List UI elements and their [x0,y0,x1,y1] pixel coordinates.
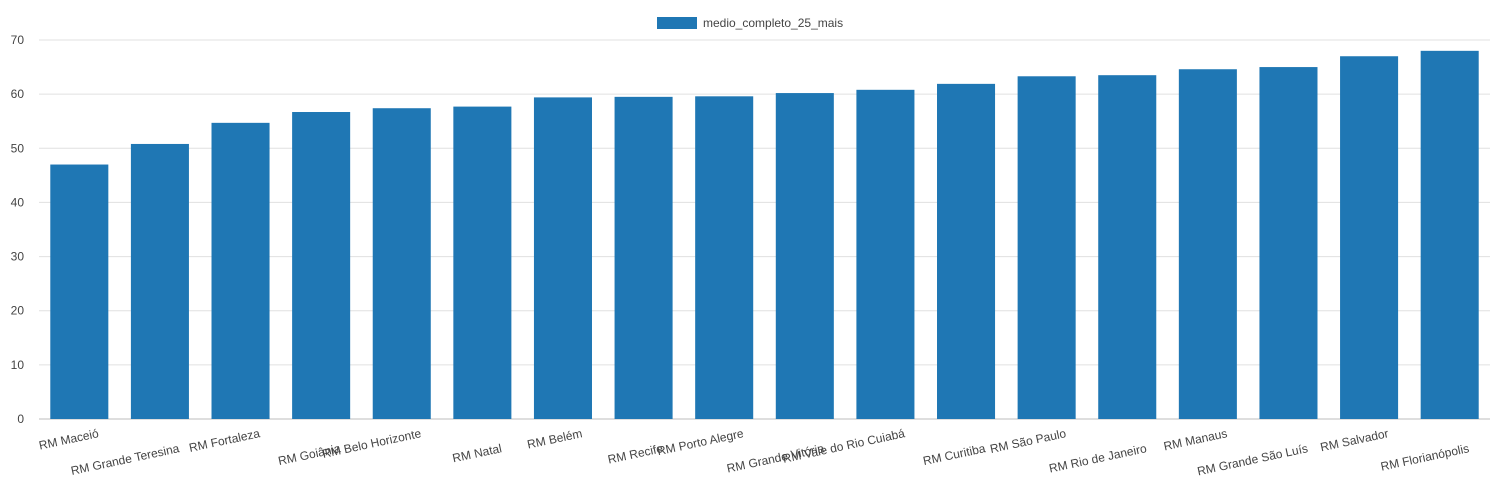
bar[interactable] [695,96,754,419]
bar[interactable] [614,96,673,419]
x-tick-label: RM Porto Alegre [656,426,745,458]
bar[interactable] [1178,69,1237,420]
x-tick-label: RM Belém [526,426,584,451]
bar[interactable] [130,143,189,419]
y-tick-label: 20 [11,304,25,318]
y-axis: 0 10 20 30 40 50 60 70 [11,33,25,426]
x-tick-label: RM Salvador [1319,426,1390,454]
bar[interactable] [1017,76,1076,419]
gridlines [39,39,1490,420]
x-tick-label: RM Grande São Luís [1196,441,1309,478]
x-tick-label: RM Grande Teresina [70,441,181,478]
bars [50,50,1479,420]
y-tick-label: 40 [11,195,25,209]
y-tick-label: 50 [11,141,25,155]
x-tick-label: RM Natal [451,441,503,465]
bar[interactable] [292,112,351,419]
bar[interactable] [1259,67,1318,419]
x-tick-label: RM Belo Horizonte [321,426,423,461]
legend-label: medio_completo_25_mais [703,16,843,30]
y-tick-label: 60 [11,87,25,101]
bar[interactable] [372,108,431,419]
x-tick-label: RM Fortaleza [188,426,262,455]
x-tick-label: RM Maceió [38,426,101,452]
bar[interactable] [1098,75,1157,419]
bar[interactable] [211,122,270,419]
bar[interactable] [1420,50,1479,419]
x-tick-label: RM Curitiba [922,441,987,468]
x-tick-label: RM Manaus [1162,426,1228,453]
legend[interactable]: medio_completo_25_mais [657,16,843,30]
y-tick-label: 30 [11,250,25,264]
bar[interactable] [50,164,109,419]
x-tick-label: RM Rio de Janeiro [1048,441,1148,475]
bar[interactable] [453,106,512,419]
x-tick-label: RM Florianópolis [1379,441,1470,473]
bar[interactable] [937,83,996,420]
y-tick-label: 0 [17,412,24,426]
bar[interactable] [533,97,592,419]
y-tick-label: 70 [11,33,25,47]
bar[interactable] [1340,56,1399,420]
y-tick-label: 10 [11,358,25,372]
bar[interactable] [775,93,834,419]
x-tick-label: RM São Paulo [989,426,1068,456]
legend-swatch [657,17,697,29]
bar[interactable] [856,89,915,419]
